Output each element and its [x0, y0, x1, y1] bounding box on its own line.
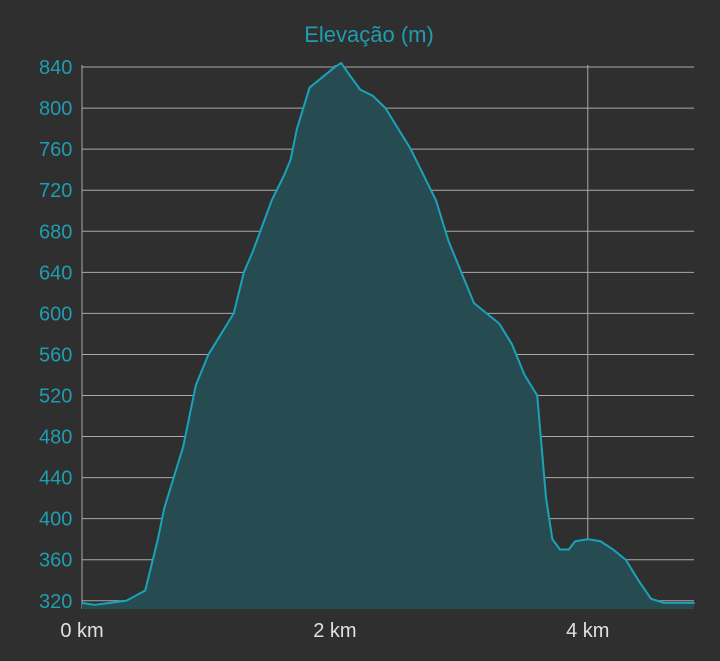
y-tick-label-800: 800 — [39, 98, 72, 120]
y-tick-label-760: 760 — [39, 139, 72, 161]
y-tick-label-560: 560 — [39, 344, 72, 366]
y-tick-label-680: 680 — [39, 221, 72, 243]
chart-title: Elevação (m) — [304, 22, 434, 47]
axis-labels-layer: 320 360 400 440 480 520 560 600 640 680 720 760 800 8… — [39, 57, 609, 642]
y-tick-label-320: 320 — [39, 591, 72, 613]
y-tick-label-600: 600 — [39, 303, 72, 325]
y-tick-label-480: 480 — [39, 427, 72, 449]
x-tick-label-2: 2 km — [313, 620, 356, 642]
y-tick-label-840: 840 — [39, 57, 72, 79]
y-tick-label-520: 520 — [39, 386, 72, 408]
y-tick-label-640: 640 — [39, 262, 72, 284]
x-tick-label-4: 4 km — [566, 620, 609, 642]
y-tick-label-440: 440 — [39, 468, 72, 490]
y-tick-label-720: 720 — [39, 180, 72, 202]
x-tick-label-0: 0 km — [60, 620, 103, 642]
y-tick-label-360: 360 — [39, 550, 72, 572]
elevation-line — [81, 61, 695, 606]
elevation-area-fill — [82, 62, 694, 609]
y-tick-label-400: 400 — [39, 509, 72, 531]
series-layer — [81, 61, 695, 609]
